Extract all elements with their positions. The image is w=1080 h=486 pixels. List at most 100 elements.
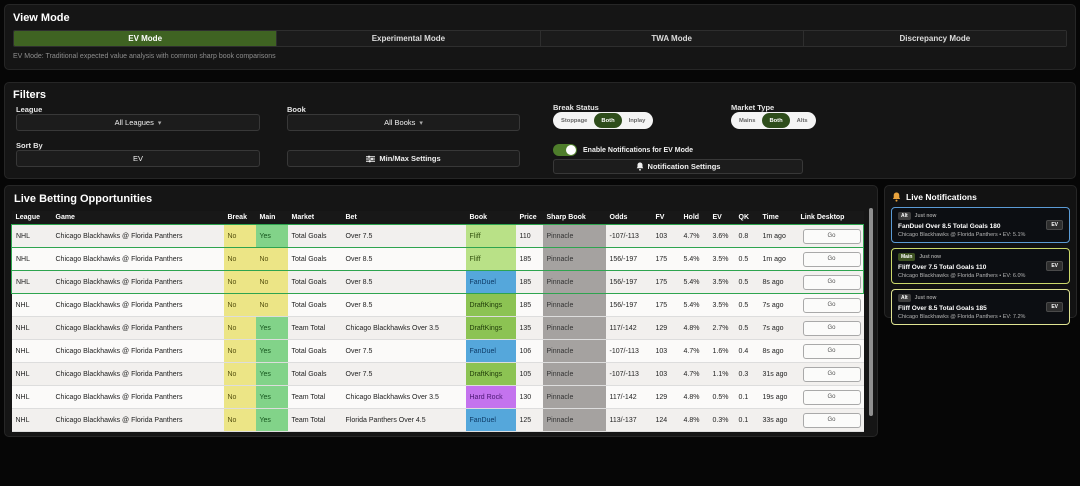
column-header-price: Price bbox=[515, 211, 543, 225]
cell-hold: 5.4% bbox=[679, 247, 709, 271]
cell-go: Go bbox=[796, 385, 864, 409]
break-status-option-stoppage[interactable]: Stoppage bbox=[561, 117, 588, 124]
cell-bet: Chicago Blackhawks Over 3.5 bbox=[341, 385, 466, 409]
go-button[interactable]: Go bbox=[802, 251, 861, 267]
column-header-sharp-book: Sharp Book bbox=[542, 211, 606, 225]
view-mode-description: EV Mode: Traditional expected value anal… bbox=[13, 53, 276, 60]
notification-meta-row: Alt Just now bbox=[898, 212, 1063, 220]
notification-time: Just now bbox=[919, 254, 942, 260]
notification-badge: Alt bbox=[898, 294, 911, 302]
cell-ev: 2.7% bbox=[708, 316, 735, 340]
book-label: Book bbox=[287, 105, 306, 114]
cell-bet: Over 7.5 bbox=[341, 224, 466, 248]
cell-fv: 103 bbox=[651, 224, 680, 248]
tab-ev-mode[interactable]: EV Mode bbox=[14, 31, 278, 46]
go-button[interactable]: Go bbox=[802, 297, 861, 313]
cell-break: No bbox=[223, 270, 256, 294]
go-button[interactable]: Go bbox=[802, 320, 861, 336]
toggle-knob bbox=[566, 145, 576, 155]
cell-go: Go bbox=[796, 339, 864, 363]
cell-qk: 0.5 bbox=[734, 293, 759, 317]
scrollbar-thumb[interactable] bbox=[869, 208, 873, 416]
cell-market: Team Total bbox=[287, 385, 342, 409]
notification-subtitle: Chicago Blackhawks @ Florida Panthers • … bbox=[898, 314, 1026, 320]
notification-subtitle: Chicago Blackhawks @ Florida Panthers • … bbox=[898, 232, 1026, 238]
column-header-qk: QK bbox=[734, 211, 759, 225]
notifications-toggle-switch[interactable] bbox=[553, 144, 577, 156]
cell-league: NHL bbox=[11, 247, 52, 271]
column-header-time: Time bbox=[758, 211, 797, 225]
notifications-header: Live Notifications bbox=[892, 192, 1070, 202]
table-row: NHL Chicago Blackhawks @ Florida Panthers… bbox=[11, 408, 864, 432]
cell-book: DraftKings bbox=[465, 316, 516, 340]
book-dropdown-value: All Books bbox=[384, 118, 416, 127]
cell-fv: 124 bbox=[651, 408, 680, 432]
column-header-link-desktop: Link Desktop bbox=[796, 211, 864, 225]
cell-hold: 4.7% bbox=[679, 362, 709, 386]
cell-hold: 4.7% bbox=[679, 339, 709, 363]
cell-market: Team Total bbox=[287, 316, 342, 340]
notification-card[interactable]: Alt Just now FanDuel Over 8.5 Total Goals … bbox=[891, 207, 1070, 243]
cell-qk: 0.1 bbox=[734, 408, 759, 432]
cell-ev: 1.1% bbox=[708, 362, 735, 386]
market-type-option-both[interactable]: Both bbox=[762, 113, 790, 128]
cell-qk: 0.1 bbox=[734, 385, 759, 409]
table-header-row: League Game Break Main Market Bet Book Price Sha… bbox=[11, 211, 864, 225]
go-button[interactable]: Go bbox=[802, 228, 861, 244]
cell-odds: 156/-197 bbox=[605, 293, 652, 317]
cell-odds: 156/-197 bbox=[605, 247, 652, 271]
notification-settings-label: Notification Settings bbox=[647, 162, 721, 171]
minmax-settings-button[interactable]: Min/Max Settings bbox=[287, 150, 520, 167]
cell-ev: 3.6% bbox=[708, 224, 735, 248]
market-type-option-mains[interactable]: Mains bbox=[739, 117, 756, 124]
tab-twa-mode[interactable]: TWA Mode bbox=[540, 31, 804, 46]
cell-qk: 0.5 bbox=[734, 270, 759, 294]
table-scrollbar[interactable] bbox=[869, 208, 873, 416]
go-button[interactable]: Go bbox=[802, 366, 861, 382]
table-row: NHL Chicago Blackhawks @ Florida Panthers… bbox=[11, 247, 864, 271]
minmax-settings-label: Min/Max Settings bbox=[379, 154, 441, 163]
break-status-label: Break Status bbox=[553, 103, 599, 112]
table-row: NHL Chicago Blackhawks @ Florida Panthers… bbox=[11, 339, 864, 363]
ev-chip: EV bbox=[1046, 261, 1063, 271]
tab-discrepancy-mode[interactable]: Discrepancy Mode bbox=[803, 31, 1066, 46]
break-status-option-inplay[interactable]: Inplay bbox=[628, 117, 646, 124]
cell-price: 130 bbox=[515, 385, 543, 409]
column-header-bet: Bet bbox=[341, 211, 466, 225]
cell-market: Total Goals bbox=[287, 293, 342, 317]
cell-time: 31s ago bbox=[758, 362, 797, 386]
table-row: NHL Chicago Blackhawks @ Florida Panthers… bbox=[11, 270, 864, 294]
cell-sharp-book: Pinnacle bbox=[542, 408, 606, 432]
cell-league: NHL bbox=[11, 339, 52, 363]
cell-price: 125 bbox=[515, 408, 543, 432]
cell-sharp-book: Pinnacle bbox=[542, 339, 606, 363]
notification-settings-button[interactable]: Notification Settings bbox=[553, 159, 803, 174]
cell-odds: 117/-142 bbox=[605, 316, 652, 340]
go-button[interactable]: Go bbox=[802, 412, 861, 428]
cell-market: Total Goals bbox=[287, 362, 342, 386]
notification-badge: Alt bbox=[898, 212, 911, 220]
go-button[interactable]: Go bbox=[802, 389, 861, 405]
notification-card[interactable]: Main Just now Fliff Over 7.5 Total Goals 1… bbox=[891, 248, 1070, 284]
table-row: NHL Chicago Blackhawks @ Florida Panthers… bbox=[11, 224, 864, 248]
go-button[interactable]: Go bbox=[802, 343, 861, 359]
go-button[interactable]: Go bbox=[802, 274, 861, 290]
filters-panel: Filters League All Leagues ▾ Book All Bo… bbox=[4, 82, 1076, 179]
notifications-toggle-row: Enable Notifications for EV Mode bbox=[553, 144, 693, 156]
market-type-option-alts[interactable]: Alts bbox=[796, 117, 808, 124]
cell-price: 185 bbox=[515, 270, 543, 294]
cell-qk: 0.4 bbox=[734, 339, 759, 363]
market-type-toggle: Mains Both Alts bbox=[731, 112, 816, 129]
break-status-option-both[interactable]: Both bbox=[594, 113, 622, 128]
league-label: League bbox=[16, 105, 43, 114]
sort-by-label: Sort By bbox=[16, 141, 43, 150]
book-dropdown[interactable]: All Books ▾ bbox=[287, 114, 520, 131]
notification-card[interactable]: Alt Just now Fliff Over 8.5 Total Goals 18… bbox=[891, 289, 1070, 325]
tab-experimental-mode[interactable]: Experimental Mode bbox=[277, 31, 541, 46]
cell-break: No bbox=[223, 362, 256, 386]
cell-sharp-book: Pinnacle bbox=[542, 385, 606, 409]
sort-by-dropdown[interactable]: EV bbox=[16, 150, 260, 167]
view-mode-tabs: EV Mode Experimental Mode TWA Mode Discrepa… bbox=[13, 30, 1067, 47]
league-dropdown[interactable]: All Leagues ▾ bbox=[16, 114, 260, 131]
cell-hold: 4.8% bbox=[679, 385, 709, 409]
